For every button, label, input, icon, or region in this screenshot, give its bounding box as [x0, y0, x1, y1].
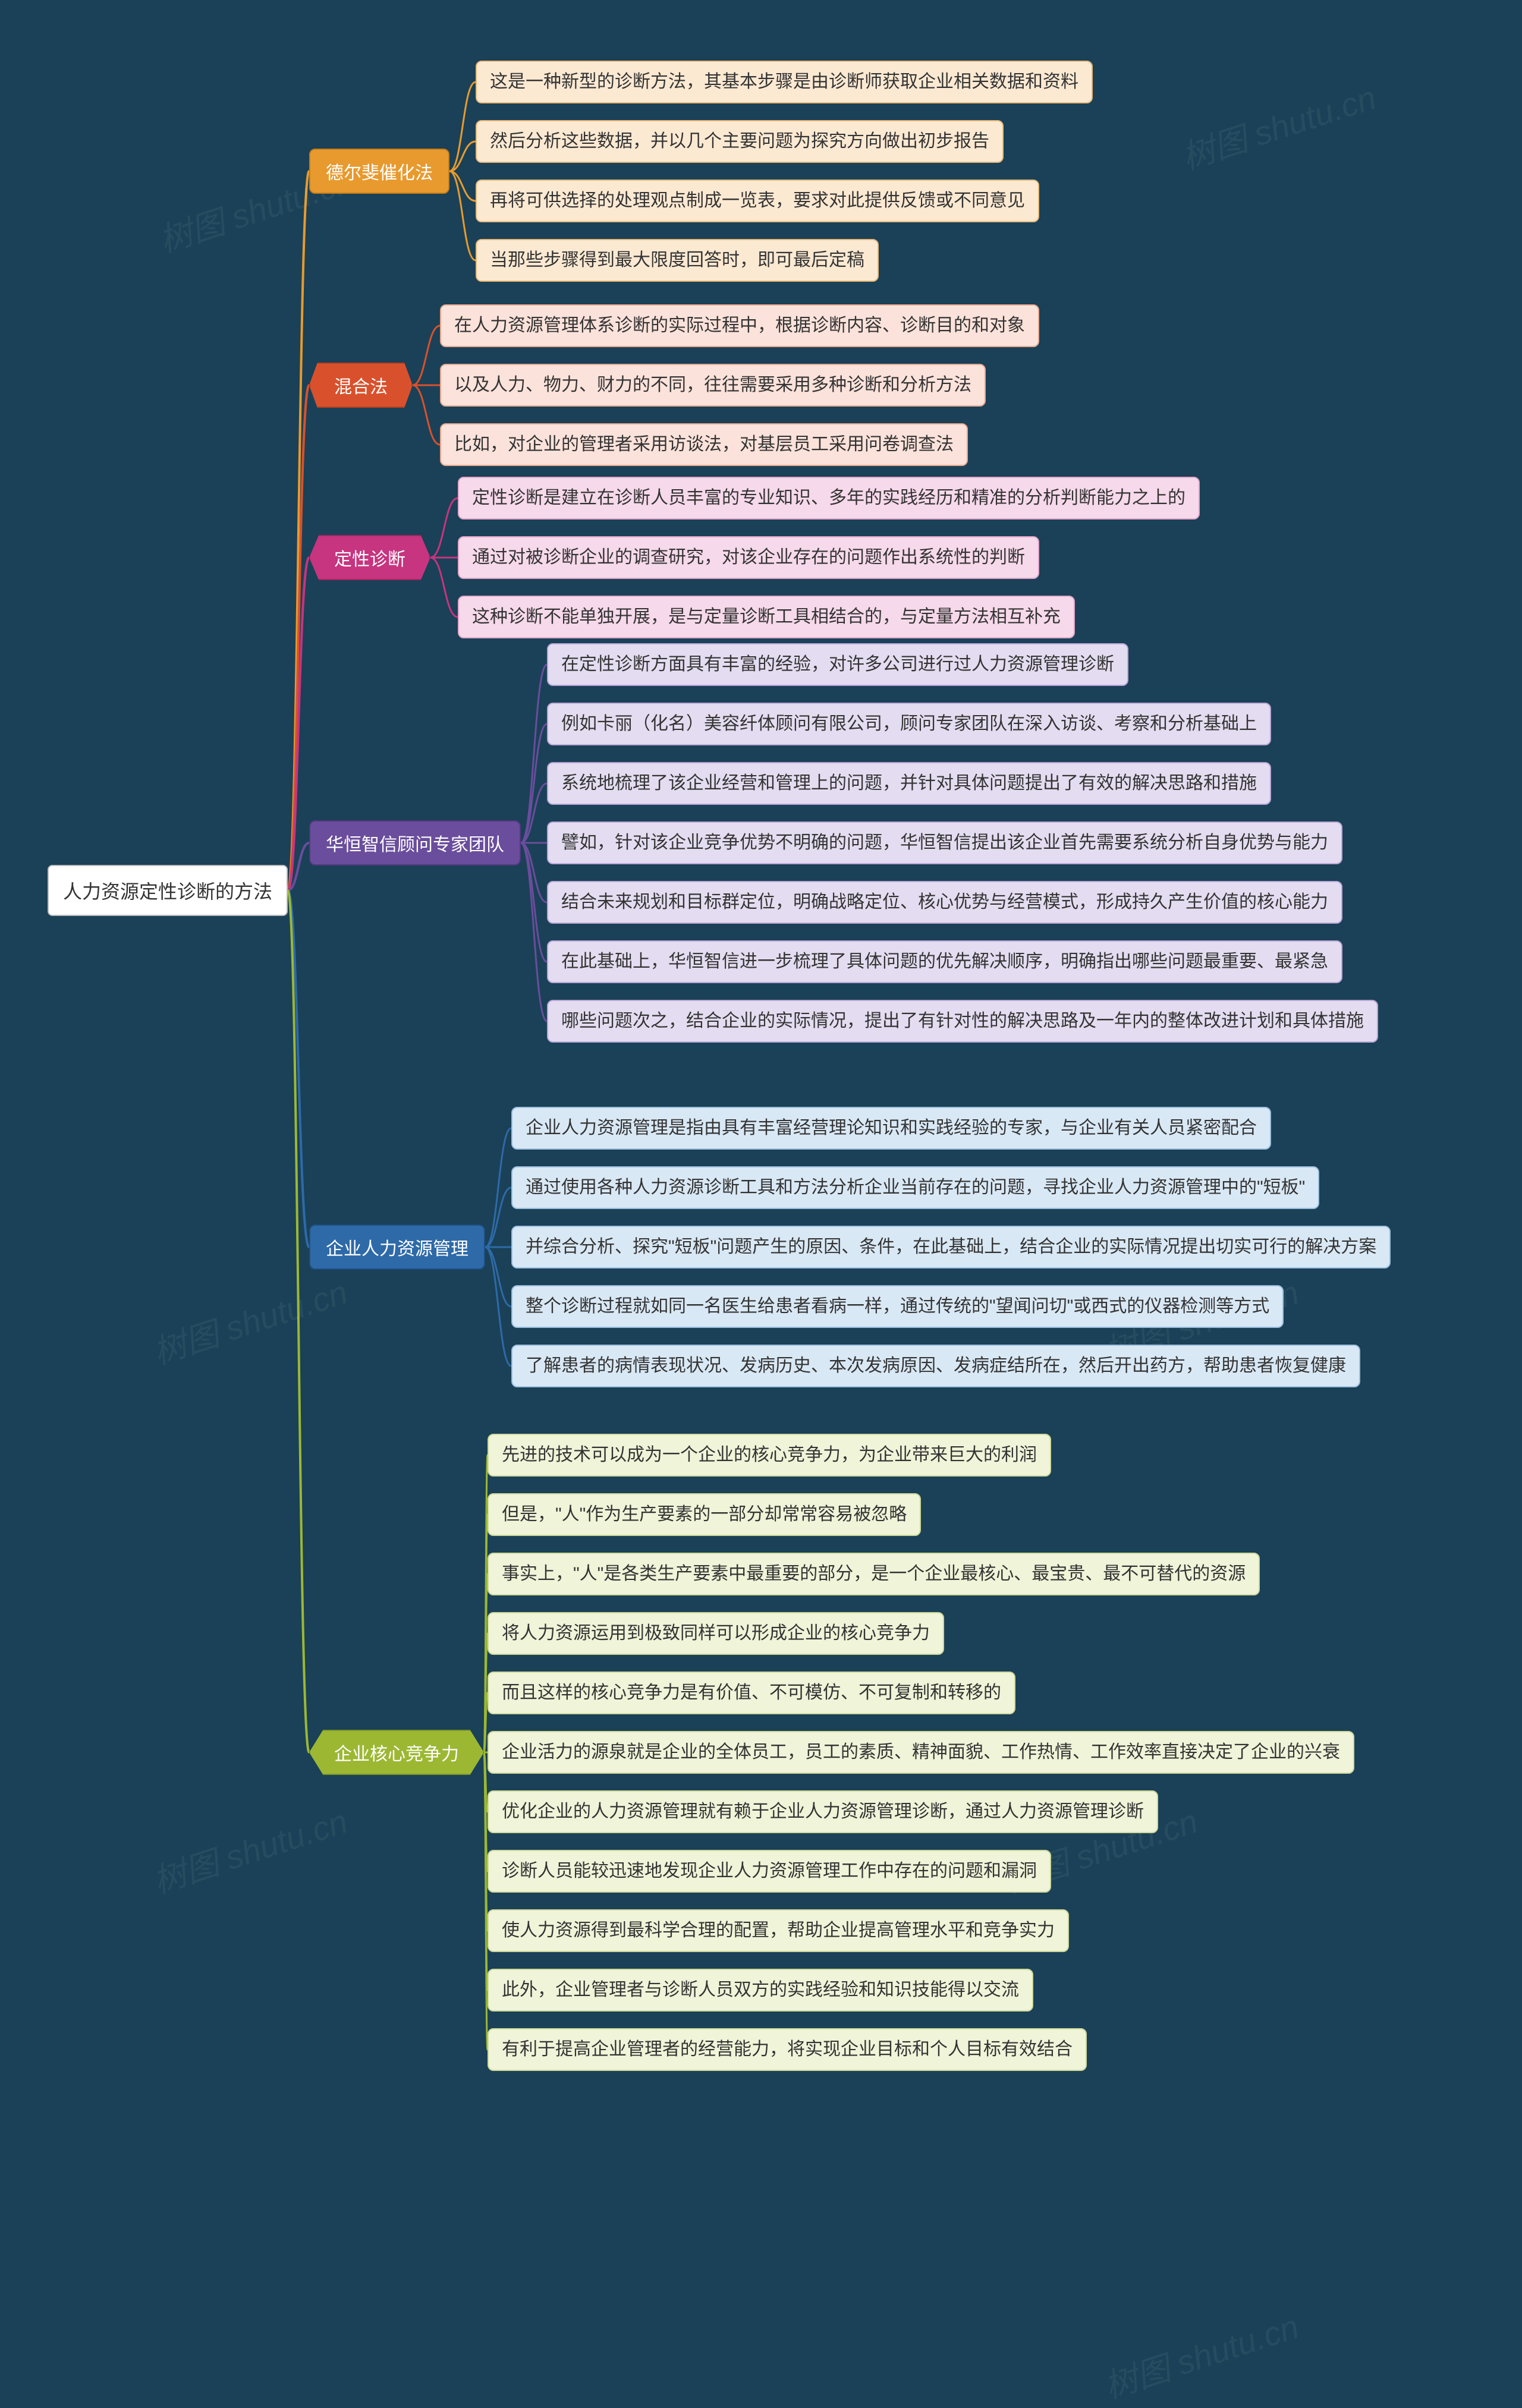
- branch-node[interactable]: 定性诊断: [309, 535, 430, 580]
- leaf-node[interactable]: 诊断人员能较迅速地发现企业人力资源管理工作中存在的问题和漏洞: [488, 1850, 1051, 1893]
- root-node[interactable]: 人力资源定性诊断的方法: [48, 865, 288, 916]
- leaf-node[interactable]: 在此基础上，华恒智信进一步梳理了具体问题的优先解决顺序，明确指出哪些问题最重要、…: [547, 940, 1342, 984]
- leaf-node[interactable]: 将人力资源运用到极致同样可以形成企业的核心竞争力: [488, 1612, 944, 1655]
- leaf-node[interactable]: 譬如，针对该企业竞争优势不明确的问题，华恒智信提出该企业首先需要系统分析自身优势…: [547, 821, 1342, 865]
- leaf-node[interactable]: 定性诊断是建立在诊断人员丰富的专业知识、多年的实践经历和精准的分析判断能力之上的: [458, 477, 1200, 520]
- leaf-node[interactable]: 再将可供选择的处理观点制成一览表，要求对此提供反馈或不同意见: [476, 180, 1039, 223]
- branch-node[interactable]: 企业核心竞争力: [309, 1730, 484, 1775]
- leaf-node[interactable]: 哪些问题次之，结合企业的实际情况，提出了有针对性的解决思路及一年内的整体改进计划…: [547, 1000, 1378, 1043]
- leaf-node[interactable]: 先进的技术可以成为一个企业的核心竞争力，为企业带来巨大的利润: [488, 1434, 1051, 1477]
- leaf-node[interactable]: 比如，对企业的管理者采用访谈法，对基层员工采用问卷调查法: [440, 423, 968, 467]
- leaf-node[interactable]: 使人力资源得到最科学合理的配置，帮助企业提高管理水平和竞争实力: [488, 1909, 1069, 1953]
- leaf-node[interactable]: 通过使用各种人力资源诊断工具和方法分析企业当前存在的问题，寻找企业人力资源管理中…: [511, 1166, 1319, 1210]
- leaf-node[interactable]: 此外，企业管理者与诊断人员双方的实践经验和知识技能得以交流: [488, 1969, 1033, 2012]
- leaf-node[interactable]: 这种诊断不能单独开展，是与定量诊断工具相结合的，与定量方法相互补充: [458, 596, 1075, 639]
- branch-node[interactable]: 德尔斐催化法: [309, 149, 449, 194]
- leaf-node[interactable]: 而且这样的核心竞争力是有价值、不可模仿、不可复制和转移的: [488, 1672, 1015, 1715]
- watermark: 树图 shutu.cn: [146, 1795, 353, 1903]
- leaf-node[interactable]: 在人力资源管理体系诊断的实际过程中，根据诊断内容、诊断目的和对象: [440, 304, 1039, 348]
- watermark: 树图 shutu.cn: [1175, 71, 1382, 180]
- leaf-node[interactable]: 当那些步骤得到最大限度回答时，即可最后定稿: [476, 239, 879, 282]
- leaf-node[interactable]: 有利于提高企业管理者的经营能力，将实现企业目标和个人目标有效结合: [488, 2028, 1087, 2072]
- leaf-node[interactable]: 然后分析这些数据，并以几个主要问题为探究方向做出初步报告: [476, 120, 1004, 163]
- leaf-node[interactable]: 了解患者的病情表现状况、发病历史、本次发病原因、发病症结所在，然后开出药方，帮助…: [511, 1345, 1360, 1388]
- leaf-node[interactable]: 结合未来规划和目标群定位，明确战略定位、核心优势与经营模式，形成持久产生价值的核…: [547, 881, 1342, 924]
- leaf-node[interactable]: 这是一种新型的诊断方法，其基本步骤是由诊断师获取企业相关数据和资料: [476, 61, 1093, 104]
- watermark: 树图 shutu.cn: [1098, 2300, 1304, 2408]
- branch-node[interactable]: 企业人力资源管理: [309, 1225, 485, 1270]
- leaf-node[interactable]: 并综合分析、探究"短板"问题产生的原因、条件，在此基础上，结合企业的实际情况提出…: [511, 1226, 1391, 1269]
- leaf-node[interactable]: 企业人力资源管理是指由具有丰富经营理论知识和实践经验的专家，与企业有关人员紧密配…: [511, 1107, 1271, 1150]
- leaf-node[interactable]: 整个诊断过程就如同一名医生给患者看病一样，通过传统的"望闻问切"或西式的仪器检测…: [511, 1285, 1284, 1329]
- watermark: 树图 shutu.cn: [146, 1266, 353, 1374]
- branch-node[interactable]: 华恒智信顾问专家团队: [309, 820, 521, 865]
- leaf-node[interactable]: 但是，"人"作为生产要素的一部分却常常容易被忽略: [488, 1493, 921, 1537]
- leaf-node[interactable]: 优化企业的人力资源管理就有赖于企业人力资源管理诊断，通过人力资源管理诊断: [488, 1790, 1158, 1834]
- leaf-node[interactable]: 系统地梳理了该企业经营和管理上的问题，并针对具体问题提出了有效的解决思路和措施: [547, 762, 1271, 805]
- branch-node[interactable]: 混合法: [309, 363, 413, 408]
- leaf-node[interactable]: 事实上，"人"是各类生产要素中最重要的部分，是一个企业最核心、最宝贵、最不可替代…: [488, 1553, 1260, 1596]
- leaf-node[interactable]: 企业活力的源泉就是企业的全体员工，员工的素质、精神面貌、工作热情、工作效率直接决…: [488, 1731, 1354, 1774]
- mindmap-canvas: 树图 shutu.cn树图 shutu.cn树图 shutu.cn树图 shut…: [0, 0, 1522, 2366]
- leaf-node[interactable]: 通过对被诊断企业的调查研究，对该企业存在的问题作出系统性的判断: [458, 536, 1039, 580]
- leaf-node[interactable]: 在定性诊断方面具有丰富的经验，对许多公司进行过人力资源管理诊断: [547, 643, 1128, 687]
- leaf-node[interactable]: 例如卡丽（化名）美容纤体顾问有限公司，顾问专家团队在深入访谈、考察和分析基础上: [547, 703, 1271, 746]
- leaf-node[interactable]: 以及人力、物力、财力的不同，往往需要采用多种诊断和分析方法: [440, 364, 986, 407]
